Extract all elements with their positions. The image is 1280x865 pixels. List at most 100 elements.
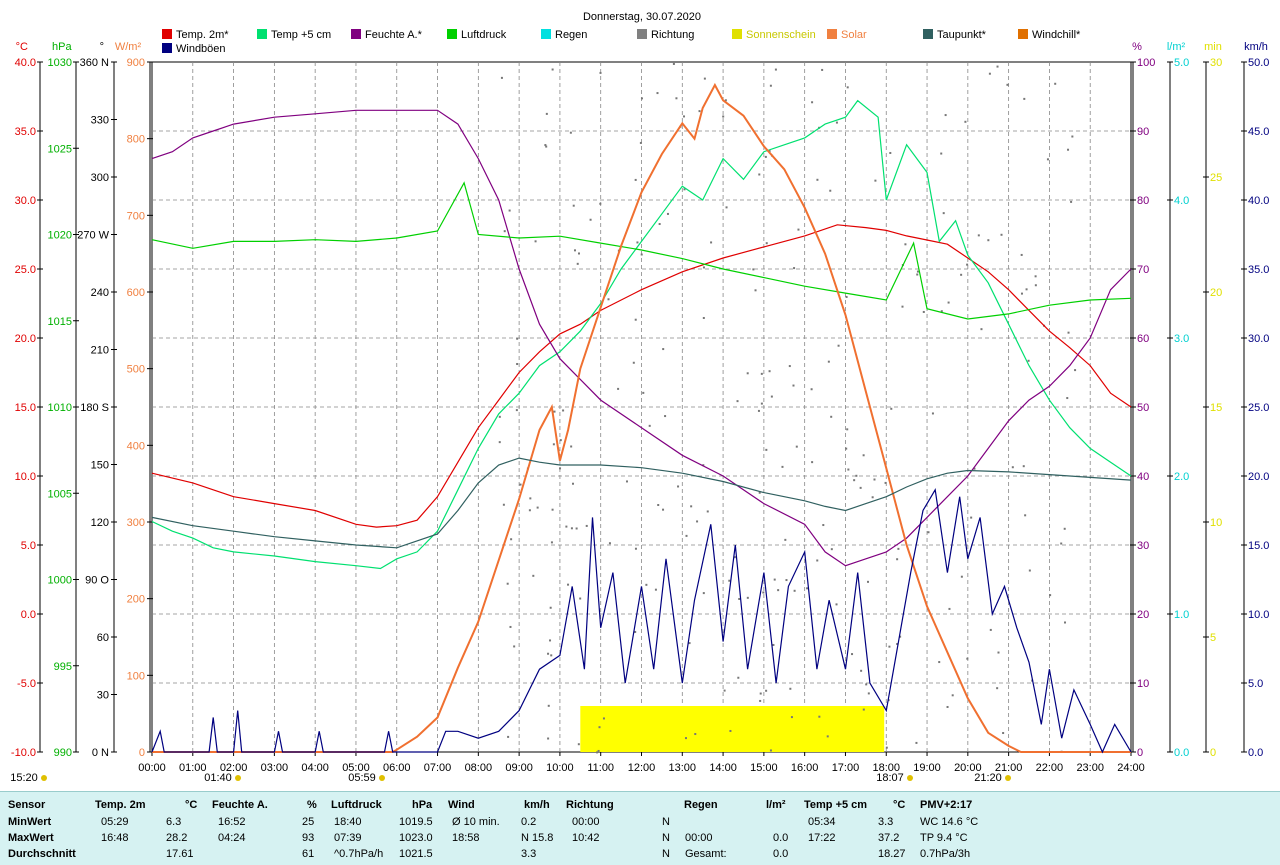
statistics-panel: Sensor Temp. 2m °C Feuchte A.% Luftdruck hPa W… xyxy=(0,791,1280,865)
direction-point xyxy=(702,266,705,269)
direction-point xyxy=(536,506,539,509)
stats-time: Gesamt: xyxy=(685,848,727,860)
direction-point xyxy=(639,141,642,144)
humidity-tick-label: 100 xyxy=(1137,57,1155,69)
direction-point xyxy=(724,99,727,102)
humidity-tick-label: 10 xyxy=(1137,678,1149,690)
rain-tick-label: 5.0 xyxy=(1174,57,1189,69)
direction-tick-label: 30 xyxy=(97,690,109,702)
pressure-tick-label: 1010 xyxy=(48,402,72,414)
direction-point xyxy=(830,548,833,551)
direction-point xyxy=(1034,284,1037,287)
humidity-tick-label: 30 xyxy=(1137,540,1149,552)
direction-point xyxy=(570,445,573,448)
direction-point xyxy=(1027,359,1030,362)
direction-tick-label: 120 xyxy=(91,517,109,529)
stats-pmv: WC 14.6 °C xyxy=(920,816,979,828)
direction-point xyxy=(835,121,838,124)
legend-label: Taupunkt* xyxy=(937,29,987,41)
direction-point xyxy=(725,206,728,209)
direction-point xyxy=(545,145,548,148)
direction-point xyxy=(927,531,930,534)
direction-point xyxy=(573,249,576,252)
series-taupunkt xyxy=(151,457,1132,549)
humidity-tick-label: 70 xyxy=(1137,264,1149,276)
direction-point xyxy=(769,749,772,752)
direction-point xyxy=(942,212,945,215)
direction-point xyxy=(736,400,739,403)
direction-point xyxy=(658,223,661,226)
direction-point xyxy=(765,689,768,692)
direction-point xyxy=(977,234,980,237)
stats-time: 18:58 xyxy=(452,832,480,844)
legend-label: Feuchte A.* xyxy=(365,29,423,41)
direction-point xyxy=(1060,542,1063,545)
pressure-tick-label: 1015 xyxy=(48,316,72,328)
stats-pmv: TP 9.4 °C xyxy=(920,832,968,844)
direction-point xyxy=(607,298,610,301)
direction-point xyxy=(549,639,552,642)
stats-value: 17.61 xyxy=(166,848,194,860)
direction-point xyxy=(516,337,519,340)
direction-point xyxy=(503,230,506,233)
direction-point xyxy=(938,661,941,664)
direction-point xyxy=(710,241,713,244)
direction-point xyxy=(888,645,891,648)
direction-point xyxy=(683,115,686,118)
pressure-tick-label: 990 xyxy=(54,747,72,759)
direction-point xyxy=(827,360,830,363)
direction-point xyxy=(884,481,887,484)
solar-tick-label: 100 xyxy=(127,670,145,682)
legend-label: Richtung xyxy=(651,29,694,41)
direction-point xyxy=(552,443,555,446)
pressure-tick-label: 1030 xyxy=(48,57,72,69)
direction-point xyxy=(765,448,768,451)
direction-tick-label: 0 N xyxy=(92,747,109,759)
direction-point xyxy=(889,151,892,154)
direction-point xyxy=(567,583,570,586)
direction-point xyxy=(502,503,505,506)
direction-point xyxy=(871,496,874,499)
direction-point xyxy=(811,101,814,104)
direction-point xyxy=(608,542,611,545)
direction-point xyxy=(970,516,973,519)
time-tick-label: 23:00 xyxy=(1076,762,1104,774)
axis-unit: % xyxy=(1132,41,1142,53)
direction-point xyxy=(562,409,565,412)
direction-point xyxy=(547,737,550,740)
pressure-tick-label: 1025 xyxy=(48,143,72,155)
solar-tick-label: 800 xyxy=(127,134,145,146)
direction-point xyxy=(1063,527,1066,530)
direction-point xyxy=(599,202,602,205)
stats-time: 04:24 xyxy=(218,832,246,844)
direction-point xyxy=(545,112,548,115)
marker-moonrise: 01:40 xyxy=(204,772,232,784)
stats-value: 37.2 xyxy=(878,832,900,844)
rain-tick-label: 2.0 xyxy=(1174,471,1189,483)
stats-time: 17:22 xyxy=(808,832,836,844)
direction-point xyxy=(764,155,767,158)
marker-icon xyxy=(41,775,47,781)
stats-header: Wind xyxy=(448,799,475,811)
direction-point xyxy=(790,716,793,719)
direction-point xyxy=(617,387,620,390)
direction-point xyxy=(916,273,919,276)
stats-header: % xyxy=(307,799,317,811)
direction-point xyxy=(662,508,665,511)
time-tick-label: 20:00 xyxy=(954,762,982,774)
sunshine-tick-label: 15 xyxy=(1210,402,1222,414)
stats-row-label: Durchschnitt xyxy=(8,848,76,860)
direction-point xyxy=(1020,253,1023,256)
stats-value: 93 xyxy=(302,832,315,844)
chart-title: Donnerstag, 30.07.2020 xyxy=(583,11,701,23)
direction-point xyxy=(551,68,554,71)
time-tick-label: 06:00 xyxy=(383,762,411,774)
stats-time: 18:40 xyxy=(334,816,362,828)
time-tick-label: 11:00 xyxy=(587,762,614,774)
direction-point xyxy=(662,348,665,351)
direction-point xyxy=(1034,275,1037,278)
direction-point xyxy=(685,534,688,537)
legend-swatch xyxy=(732,29,742,39)
legend-label: Temp +5 cm xyxy=(271,29,331,41)
direction-point xyxy=(770,395,773,398)
